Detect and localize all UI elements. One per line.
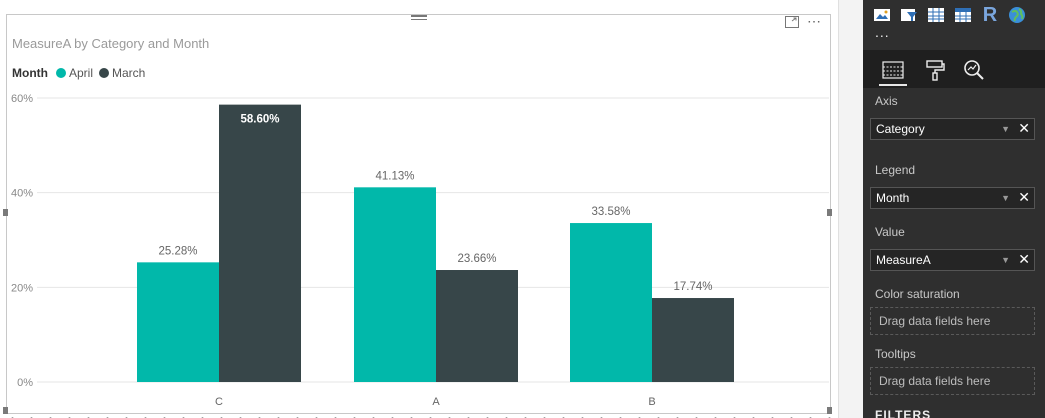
legend-entry-march[interactable]: March: [99, 66, 145, 80]
axis-field-well[interactable]: Category ▼ ✕: [870, 118, 1035, 140]
focus-mode-icon[interactable]: [785, 16, 799, 28]
plot-area: 0% 20% 40% 60% 25.28% 58.60% C 41.13% 23.66% A 33.…: [11, 93, 829, 408]
chevron-down-icon[interactable]: ▼: [1001, 124, 1010, 134]
legend-field-well[interactable]: Month ▼ ✕: [870, 187, 1035, 209]
x-tick-label: B: [648, 396, 655, 408]
visual-type-gallery: R: [871, 4, 1028, 26]
y-tick-label: 40%: [11, 188, 33, 200]
data-label: 58.60%: [240, 114, 279, 126]
chevron-down-icon[interactable]: ▼: [1001, 193, 1010, 203]
report-canvas: ⋯ MeasureA by Category and Month Month A…: [0, 0, 838, 418]
x-tick-label: C: [215, 396, 223, 408]
bar-march-c[interactable]: [219, 104, 301, 383]
chart-legend: Month April March: [12, 66, 151, 80]
value-field-value: MeasureA: [876, 253, 931, 267]
resize-handle-bottom-right[interactable]: [827, 407, 832, 414]
chart-title: MeasureA by Category and Month: [12, 36, 210, 51]
axis-field-value: Category: [876, 122, 925, 136]
legend-entry-april[interactable]: April: [55, 66, 93, 80]
bar-march-a[interactable]: [436, 270, 518, 382]
y-tick-label: 0%: [17, 377, 33, 389]
resize-handle-right[interactable]: [827, 209, 832, 216]
x-tick-label: A: [432, 396, 440, 408]
chevron-down-icon[interactable]: ▼: [1001, 255, 1010, 265]
analytics-magnifier-icon: [964, 60, 984, 80]
remove-field-icon[interactable]: ✕: [1018, 189, 1030, 205]
bar-april-c[interactable]: [137, 262, 219, 382]
data-label: 25.28%: [158, 245, 197, 257]
resize-handle-left[interactable]: [3, 209, 8, 216]
bar-march-b[interactable]: [652, 298, 734, 382]
tab-format[interactable]: [921, 56, 949, 84]
data-label: 41.13%: [375, 170, 414, 182]
axis-section-label: Axis: [875, 94, 898, 108]
table-icon[interactable]: [925, 4, 947, 26]
color-saturation-drop-zone[interactable]: Drag data fields here: [870, 307, 1035, 335]
globe-icon[interactable]: [1006, 4, 1028, 26]
remove-field-icon[interactable]: ✕: [1018, 251, 1030, 267]
remove-field-icon[interactable]: ✕: [1018, 120, 1030, 136]
value-section-label: Value: [875, 225, 905, 239]
legend-swatch-april: [55, 68, 66, 78]
pane-tab-bar: [863, 50, 1045, 88]
y-tick-label: 20%: [11, 282, 33, 294]
panel-collapse-strip[interactable]: [838, 0, 863, 418]
tooltips-drop-zone[interactable]: Drag data fields here: [870, 367, 1035, 395]
tab-fields[interactable]: [879, 56, 907, 86]
legend-section-label: Legend: [875, 163, 916, 177]
data-label: 23.66%: [457, 253, 496, 265]
color-saturation-label: Color saturation: [875, 287, 960, 301]
r-visual-icon[interactable]: R: [979, 4, 1001, 26]
legend-swatch-march: [99, 68, 109, 78]
matrix-icon[interactable]: [952, 4, 974, 26]
resize-handle-bottom-left[interactable]: [3, 407, 8, 414]
tooltips-label: Tooltips: [875, 347, 916, 361]
bar-april-b[interactable]: [570, 223, 652, 382]
more-visuals-button[interactable]: ...: [875, 24, 890, 40]
value-field-well[interactable]: MeasureA ▼ ✕: [870, 249, 1035, 271]
legend-label-april: April: [68, 66, 93, 80]
legend-label-march: March: [112, 66, 146, 80]
chart-visual[interactable]: ⋯ MeasureA by Category and Month Month A…: [3, 13, 832, 414]
legend-title: Month: [12, 66, 48, 80]
fields-icon: [882, 61, 904, 79]
tab-analytics[interactable]: [960, 56, 988, 84]
data-label: 33.58%: [591, 206, 630, 218]
filters-pane-title: FILTERS: [875, 408, 932, 418]
drag-grip-icon[interactable]: [411, 13, 427, 21]
funnel-icon[interactable]: [898, 4, 920, 26]
visualizations-pane: R ... Axis Category ▼ ✕ Legend Month ▼ ✕…: [863, 0, 1045, 418]
image-icon[interactable]: [871, 4, 893, 26]
bar-april-a[interactable]: [354, 187, 436, 382]
y-tick-label: 60%: [11, 93, 33, 105]
paint-roller-icon: [926, 60, 945, 81]
r-visual-glyph: R: [982, 3, 998, 26]
more-options-icon[interactable]: ⋯: [807, 13, 822, 29]
data-label: 17.74%: [673, 281, 712, 293]
legend-field-value: Month: [876, 191, 910, 205]
